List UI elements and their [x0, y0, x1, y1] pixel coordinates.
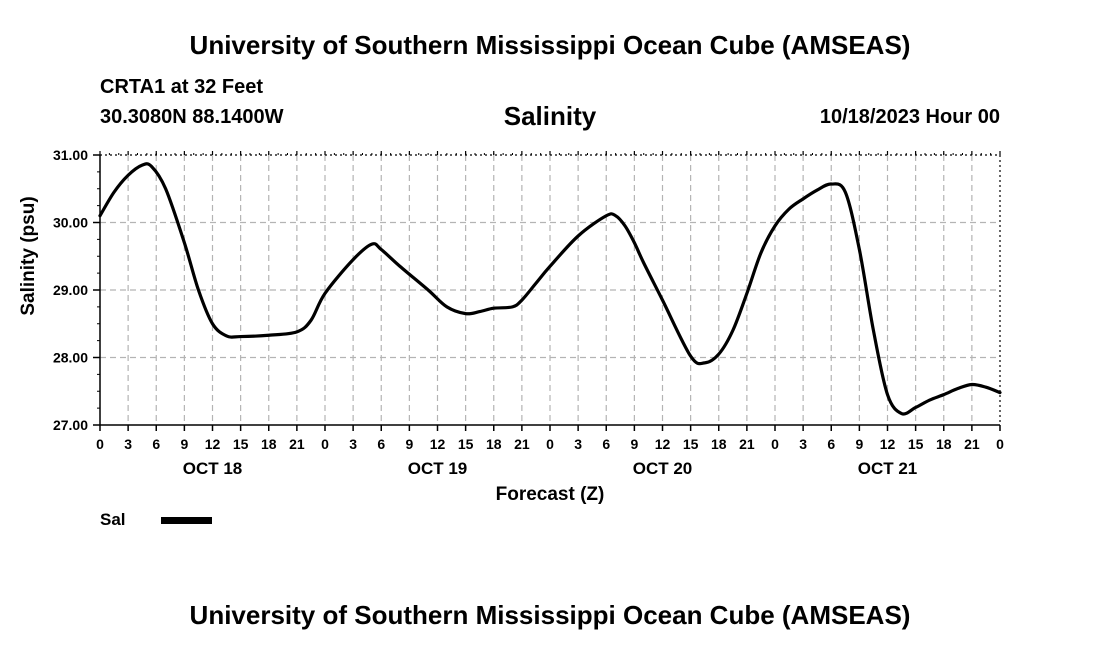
series-layer: [98, 162, 1002, 416]
x-tick-label: 18: [261, 436, 277, 452]
day-labels: OCT 18 OCT 19 OCT 20 OCT 21: [183, 459, 918, 478]
x-tick-label: 18: [936, 436, 952, 452]
x-tick-label: 9: [180, 436, 188, 452]
x-tick-label: 3: [349, 436, 357, 452]
x-tick-label: 21: [289, 436, 305, 452]
main-title: University of Southern Mississippi Ocean…: [189, 30, 911, 60]
x-tick-label: 9: [630, 436, 638, 452]
grid-layer: [100, 155, 1000, 425]
y-tick-label: 28.00: [53, 350, 88, 366]
y-tick-label: 27.00: [53, 417, 88, 433]
x-tick-label: 12: [205, 436, 221, 452]
x-tick-label: 12: [880, 436, 896, 452]
day-label: OCT 19: [408, 459, 468, 478]
x-tick-label: 15: [458, 436, 474, 452]
x-tick-label: 3: [124, 436, 132, 452]
x-tick-label: 0: [321, 436, 329, 452]
day-label: OCT 18: [183, 459, 243, 478]
x-tick-label: 9: [405, 436, 413, 452]
x-tick-label: 21: [514, 436, 530, 452]
x-tick-label: 18: [711, 436, 727, 452]
x-tick-label: 21: [964, 436, 980, 452]
series-line-sal: [98, 162, 1002, 416]
x-tick-label: 3: [799, 436, 807, 452]
y-tick-label: 29.00: [53, 282, 88, 298]
footer-title: University of Southern Mississippi Ocean…: [189, 600, 911, 630]
x-tick-label: 0: [996, 436, 1004, 452]
x-axis-title: Forecast (Z): [496, 484, 605, 505]
x-tick-label: 6: [827, 436, 835, 452]
x-tick-label: 21: [739, 436, 755, 452]
x-tick-label: 12: [430, 436, 446, 452]
x-tick-label: 15: [683, 436, 699, 452]
y-tick-label: 30.00: [53, 215, 88, 231]
y-tick-label: 31.00: [53, 147, 88, 163]
forecast-date: 10/18/2023 Hour 00: [819, 106, 1000, 128]
station-coordinates: 30.3080N 88.1400W: [100, 106, 284, 128]
x-axis-ticks: 0 3 6 9 12 15 18 21 0 3 6 9 12 15 18 21 0 3 6 9 12 15 18 21 0 3 6 9…: [96, 151, 1004, 452]
x-tick-label: 0: [96, 436, 104, 452]
x-tick-label: 9: [855, 436, 863, 452]
station-name: CRTA1 at 32 Feet: [100, 76, 264, 98]
y-axis-title: Salinity (psu): [18, 196, 39, 315]
legend-swatch: [161, 517, 212, 524]
x-tick-label: 6: [602, 436, 610, 452]
x-tick-label: 15: [908, 436, 924, 452]
chart-title: Salinity: [503, 101, 597, 131]
x-tick-label: 18: [486, 436, 502, 452]
x-tick-label: 0: [546, 436, 554, 452]
y-axis-ticks: 27.00 28.00 29.00 30.00 31.00: [53, 147, 100, 433]
x-tick-label: 12: [655, 436, 671, 452]
x-tick-label: 0: [771, 436, 779, 452]
x-tick-label: 6: [377, 436, 385, 452]
x-tick-label: 15: [233, 436, 249, 452]
day-label: OCT 21: [858, 459, 918, 478]
day-label: OCT 20: [633, 459, 693, 478]
legend-label: Sal: [100, 510, 126, 529]
x-tick-label: 6: [152, 436, 160, 452]
x-tick-label: 3: [574, 436, 582, 452]
